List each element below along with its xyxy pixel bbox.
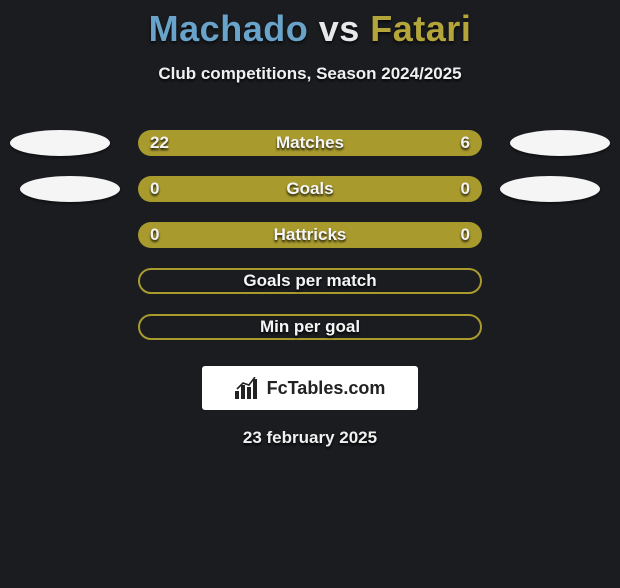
stat-bar: Min per goal <box>138 314 482 340</box>
player2-name: Fatari <box>370 8 471 49</box>
stat-label: Min per goal <box>138 314 482 340</box>
stat-row: 00Goals <box>0 176 620 202</box>
stat-label: Matches <box>138 130 482 156</box>
bars-icon <box>235 377 261 399</box>
stat-label: Goals per match <box>138 268 482 294</box>
page-title: Machado vs Fatari <box>0 8 620 50</box>
date: 23 february 2025 <box>0 428 620 448</box>
stat-row: 00Hattricks <box>0 222 620 248</box>
subtitle: Club competitions, Season 2024/2025 <box>0 64 620 84</box>
stat-bar: 226Matches <box>138 130 482 156</box>
stat-label: Goals <box>138 176 482 202</box>
stat-row: Goals per match <box>0 268 620 294</box>
stat-row: Min per goal <box>0 314 620 340</box>
attribution-badge: FcTables.com <box>202 366 418 410</box>
stat-bar: 00Goals <box>138 176 482 202</box>
stat-label: Hattricks <box>138 222 482 248</box>
stats-container: 226Matches 00Goals 00Hattricks Goals per ma… <box>0 130 620 340</box>
attribution-text: FcTables.com <box>267 378 386 399</box>
player1-name: Machado <box>149 8 309 49</box>
stat-bar: Goals per match <box>138 268 482 294</box>
stat-row: 226Matches <box>0 130 620 156</box>
vs-separator: vs <box>319 8 360 49</box>
stat-bar: 00Hattricks <box>138 222 482 248</box>
